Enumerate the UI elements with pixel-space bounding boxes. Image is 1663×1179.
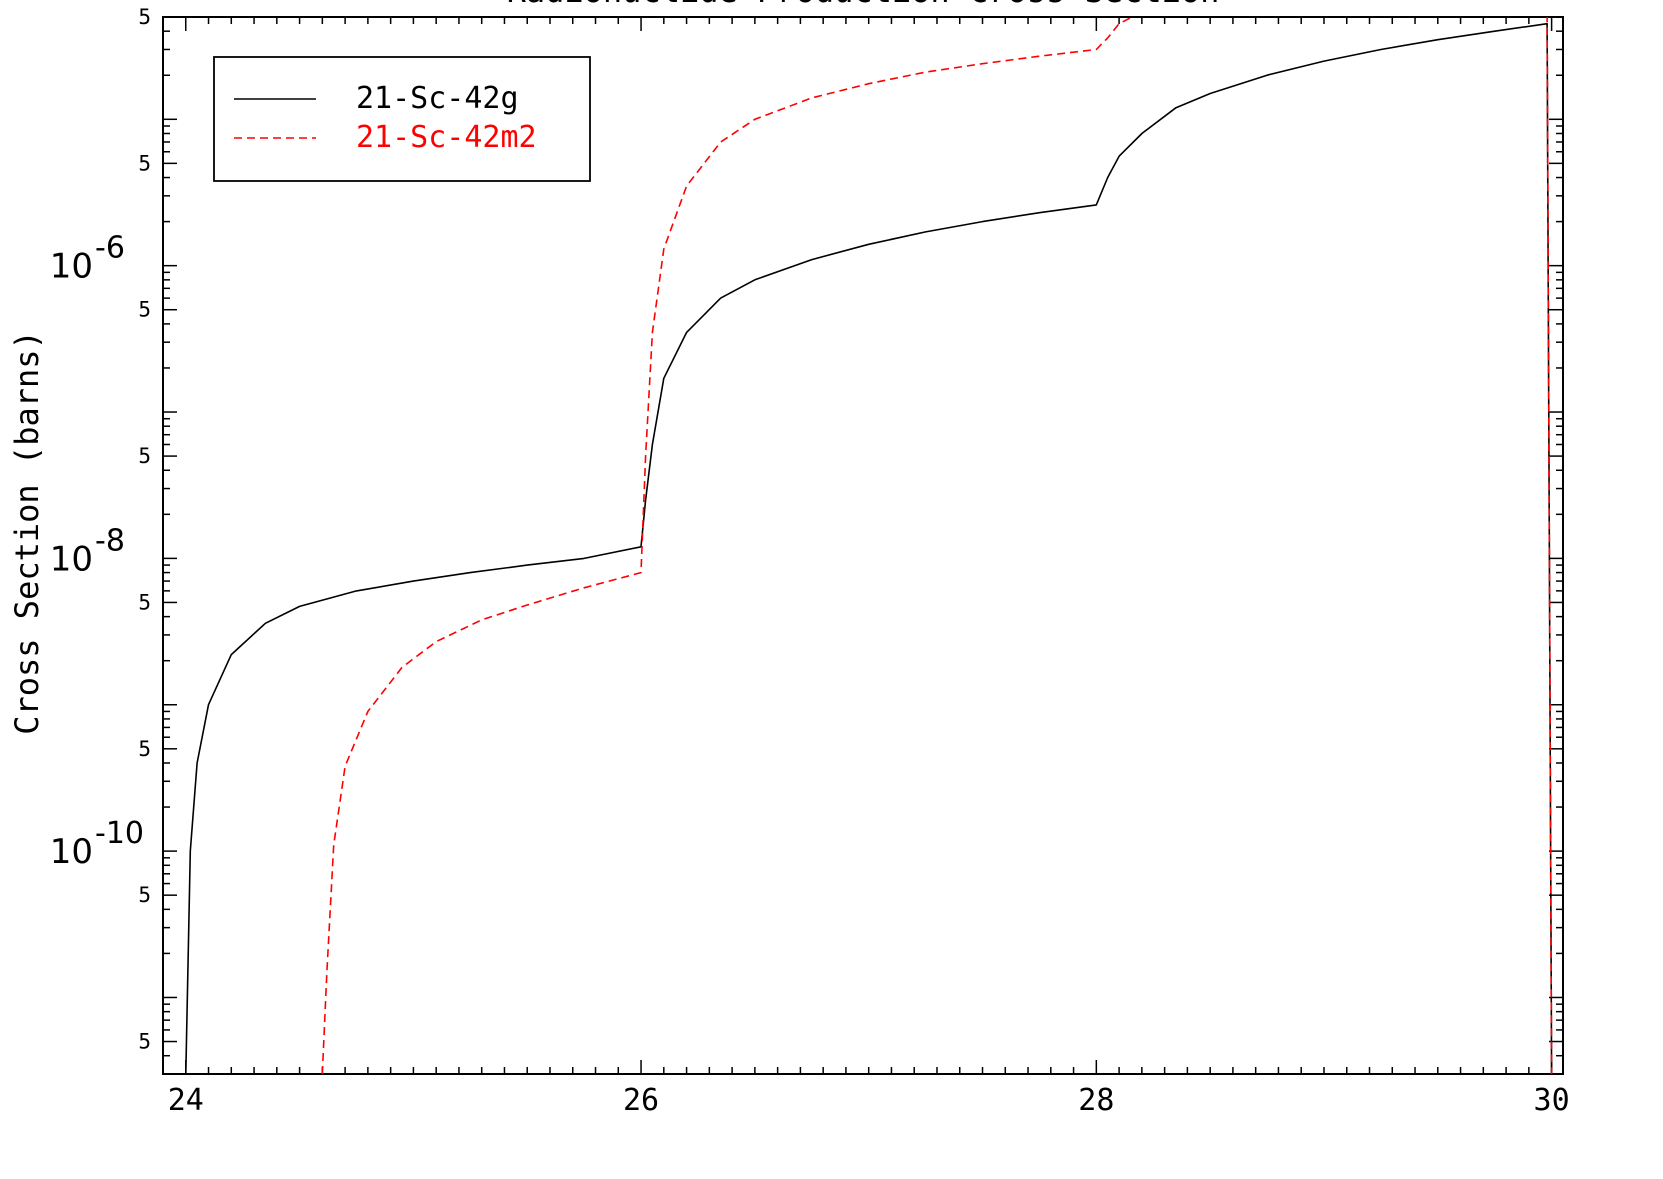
x-tick-label: 24 xyxy=(168,1083,204,1118)
y-minor-label: 5 xyxy=(138,444,151,468)
y-minor-label: 5 xyxy=(138,151,151,175)
y-minor-label: 5 xyxy=(138,883,151,907)
y-minor-label: 5 xyxy=(138,5,151,29)
legend-box xyxy=(213,56,591,182)
legend-label-1: 21-Sc-42g xyxy=(356,81,519,116)
legend-label-2: 21-Sc-42m2 xyxy=(356,120,537,155)
legend: 21-Sc-42g 21-Sc-42m2 xyxy=(213,56,591,182)
x-tick-label: 26 xyxy=(623,1083,659,1118)
chart-title: Radionuclide Production Cross Section xyxy=(507,0,1220,10)
plot-frame xyxy=(162,16,1564,1075)
y-decade-exponent: -6 xyxy=(95,231,125,266)
y-minor-label: 5 xyxy=(138,737,151,761)
y-decade-label: 10 xyxy=(50,832,93,872)
series-layer xyxy=(185,17,1553,1074)
y-decade-exponent: -10 xyxy=(95,816,144,851)
x-axis: 24 26 28 30 xyxy=(168,17,1570,1118)
y-decade-exponent: -8 xyxy=(95,523,125,558)
y-minor-label: 5 xyxy=(138,1030,151,1054)
series-line-1 xyxy=(185,22,1553,1074)
y-minor-label: 5 xyxy=(138,298,151,322)
x-tick-label: 30 xyxy=(1534,1083,1570,1118)
y-axis-title: Cross Section (barns) xyxy=(8,330,46,735)
y-decade-label: 10 xyxy=(50,539,93,579)
y-decade-label: 10 xyxy=(50,247,93,287)
x-tick-label: 28 xyxy=(1078,1083,1114,1118)
y-minor-label: 5 xyxy=(138,590,151,614)
